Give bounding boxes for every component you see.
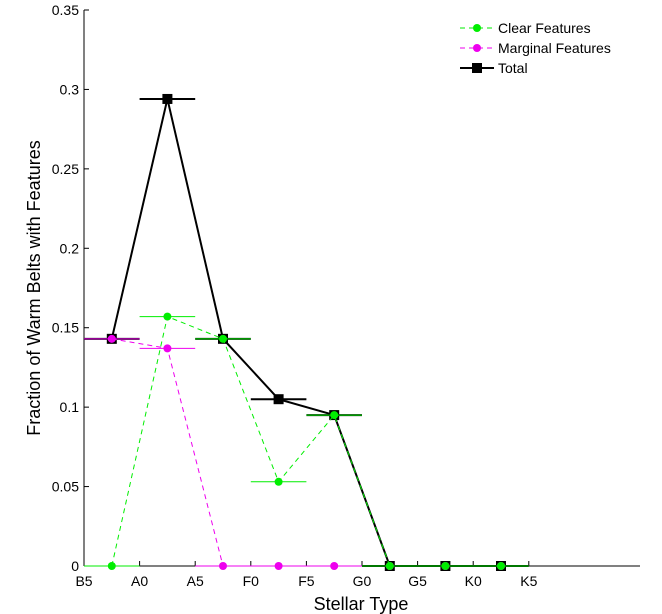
x-tick-label: K0	[465, 573, 482, 589]
y-tick-label: 0.15	[52, 320, 79, 336]
data-point-marker	[107, 562, 116, 570]
data-point-marker	[330, 562, 339, 570]
series-layer	[84, 93, 529, 571]
legend-label: Marginal Features	[498, 40, 611, 56]
plot-area	[84, 10, 640, 566]
legend-label: Clear Features	[498, 20, 591, 36]
x-tick-label: A0	[131, 573, 148, 589]
legend-item-clear-features: Clear Features	[460, 20, 591, 36]
data-point-marker	[273, 394, 284, 405]
x-tick-label: F0	[243, 573, 260, 589]
legend: Clear Features Marginal Features Total	[460, 20, 611, 76]
data-point-marker	[219, 562, 227, 570]
data-point-marker	[162, 93, 173, 104]
data-point-marker	[497, 562, 505, 570]
data-point-marker	[274, 477, 283, 486]
data-point-marker	[274, 562, 283, 570]
x-tick-label: B5	[75, 573, 92, 589]
data-point-marker	[219, 334, 227, 343]
legend-marker	[473, 24, 481, 32]
series-clear-features	[84, 312, 529, 570]
data-point-marker	[385, 562, 394, 570]
axes: 0 0.05 0.1 0.15 0.2 0.25 0.3 0.35 B5 A0 A5 F0 F5 G0 G5…	[52, 2, 640, 589]
y-tick-label: 0.25	[52, 161, 79, 177]
series-line	[111, 338, 501, 567]
data-point-marker	[163, 312, 172, 321]
legend-marker	[472, 63, 482, 73]
data-point-marker	[330, 411, 339, 420]
x-tick-label: G5	[408, 573, 427, 589]
y-tick-label: 0.05	[52, 479, 79, 495]
y-tick-label: 0.35	[52, 2, 79, 18]
legend-marker	[473, 44, 481, 52]
y-tick-label: 0.3	[60, 81, 80, 97]
legend-label: Total	[498, 60, 528, 76]
x-tick-label: F5	[298, 573, 315, 589]
x-axis-title: Stellar Type	[314, 594, 409, 614]
x-tick-label: G0	[353, 573, 372, 589]
data-point-marker	[163, 344, 172, 353]
legend-item-marginal-features: Marginal Features	[460, 40, 611, 56]
y-tick-label: 0.2	[60, 240, 80, 256]
legend-item-total: Total	[460, 60, 528, 76]
y-axis-title: Fraction of Warm Belts with Features	[24, 140, 44, 435]
y-tick-label: 0.1	[60, 399, 80, 415]
x-tick-label: A5	[187, 573, 204, 589]
y-tick-label: 0	[71, 558, 79, 574]
data-point-marker	[107, 334, 116, 343]
series-line	[111, 315, 501, 567]
data-point-marker	[441, 562, 450, 570]
x-tick-label: K5	[520, 573, 537, 589]
